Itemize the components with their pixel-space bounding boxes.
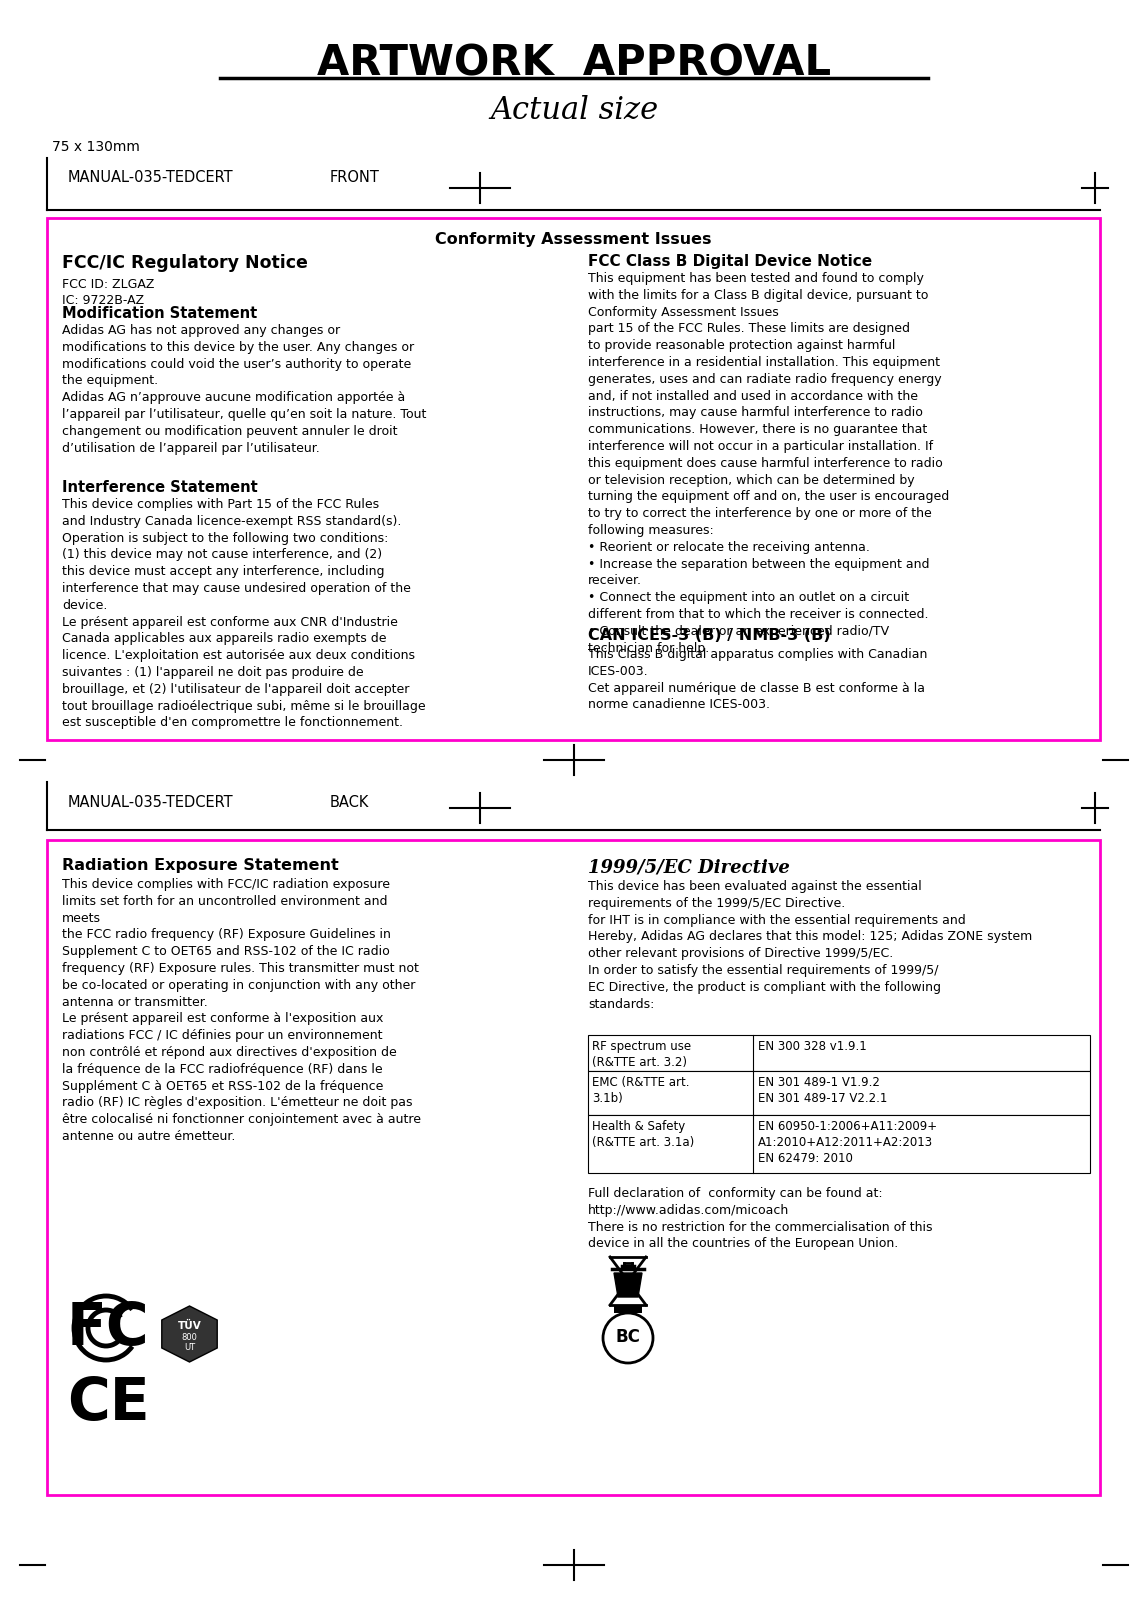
Text: EN 300 328 v1.9.1: EN 300 328 v1.9.1 [758,1040,867,1053]
Text: FCC ID: ZLGAZ
IC: 9722B-AZ: FCC ID: ZLGAZ IC: 9722B-AZ [62,279,154,308]
Text: EMC (R&TTE art.
3.1b): EMC (R&TTE art. 3.1b) [592,1077,690,1105]
Bar [47,218,1100,740]
Polygon shape [614,1274,642,1298]
Text: 1999/5/EC Directive: 1999/5/EC Directive [588,859,790,876]
Text: RF spectrum use
(R&TTE art. 3.2): RF spectrum use (R&TTE art. 3.2) [592,1040,691,1069]
Text: Interference Statement: Interference Statement [62,481,258,495]
Text: This device has been evaluated against the essential
requirements of the 1999/5/: This device has been evaluated against t… [588,879,1032,1011]
Text: This Class B digital apparatus complies with Canadian
ICES-003.
Cet appareil num: This Class B digital apparatus complies … [588,647,928,711]
Text: UT: UT [184,1344,195,1352]
Text: Adidas AG has not approved any changes or
modifications to this device by the us: Adidas AG has not approved any changes o… [62,324,426,455]
Text: BACK: BACK [329,795,370,811]
Text: 75 x 130mm: 75 x 130mm [52,139,140,154]
Text: BC: BC [615,1328,641,1346]
Text: CE: CE [67,1375,149,1432]
Text: Health & Safety
(R&TTE art. 3.1a): Health & Safety (R&TTE art. 3.1a) [592,1120,695,1149]
Text: This equipment has been tested and found to comply
with the limits for a Class B: This equipment has been tested and found… [588,272,949,655]
Text: FCC/IC Regulatory Notice: FCC/IC Regulatory Notice [62,255,308,272]
Text: FC: FC [67,1299,149,1357]
Text: CAN ICES-3 (B) / NMB-3 (B): CAN ICES-3 (B) / NMB-3 (B) [588,628,831,642]
Text: This device complies with FCC/IC radiation exposure
limits set forth for an unco: This device complies with FCC/IC radiati… [62,878,421,1142]
Text: 800: 800 [181,1333,197,1342]
Text: MANUAL-035-TEDCERT: MANUAL-035-TEDCERT [68,170,234,184]
Text: ARTWORK  APPROVAL: ARTWORK APPROVAL [317,42,831,83]
Text: TÜV: TÜV [178,1322,201,1331]
Bar [47,839,1100,1495]
Bar [588,1115,1089,1173]
Text: Full declaration of  conformity can be found at:
http://www.adidas.com/micoach
T: Full declaration of conformity can be fo… [588,1187,932,1251]
Bar [588,1072,1089,1115]
Text: This device complies with Part 15 of the FCC Rules
and Industry Canada licence-e: This device complies with Part 15 of the… [62,498,426,729]
Polygon shape [162,1306,217,1362]
Text: Modification Statement: Modification Statement [62,306,257,320]
Text: FCC Class B Digital Device Notice: FCC Class B Digital Device Notice [588,255,872,269]
Text: FRONT: FRONT [329,170,380,184]
Text: EN 301 489-1 V1.9.2
EN 301 489-17 V2.2.1: EN 301 489-1 V1.9.2 EN 301 489-17 V2.2.1 [758,1077,887,1105]
Text: EN 60950-1:2006+A11:2009+
A1:2010+A12:2011+A2:2013
EN 62479: 2010: EN 60950-1:2006+A11:2009+ A1:2010+A12:20… [758,1120,937,1165]
Bar [614,1306,642,1314]
Text: Conformity Assessment Issues: Conformity Assessment Issues [435,232,712,247]
Text: Actual size: Actual size [490,95,658,127]
Bar [588,1035,1089,1072]
Text: Radiation Exposure Statement: Radiation Exposure Statement [62,859,339,873]
Text: MANUAL-035-TEDCERT: MANUAL-035-TEDCERT [68,795,234,811]
